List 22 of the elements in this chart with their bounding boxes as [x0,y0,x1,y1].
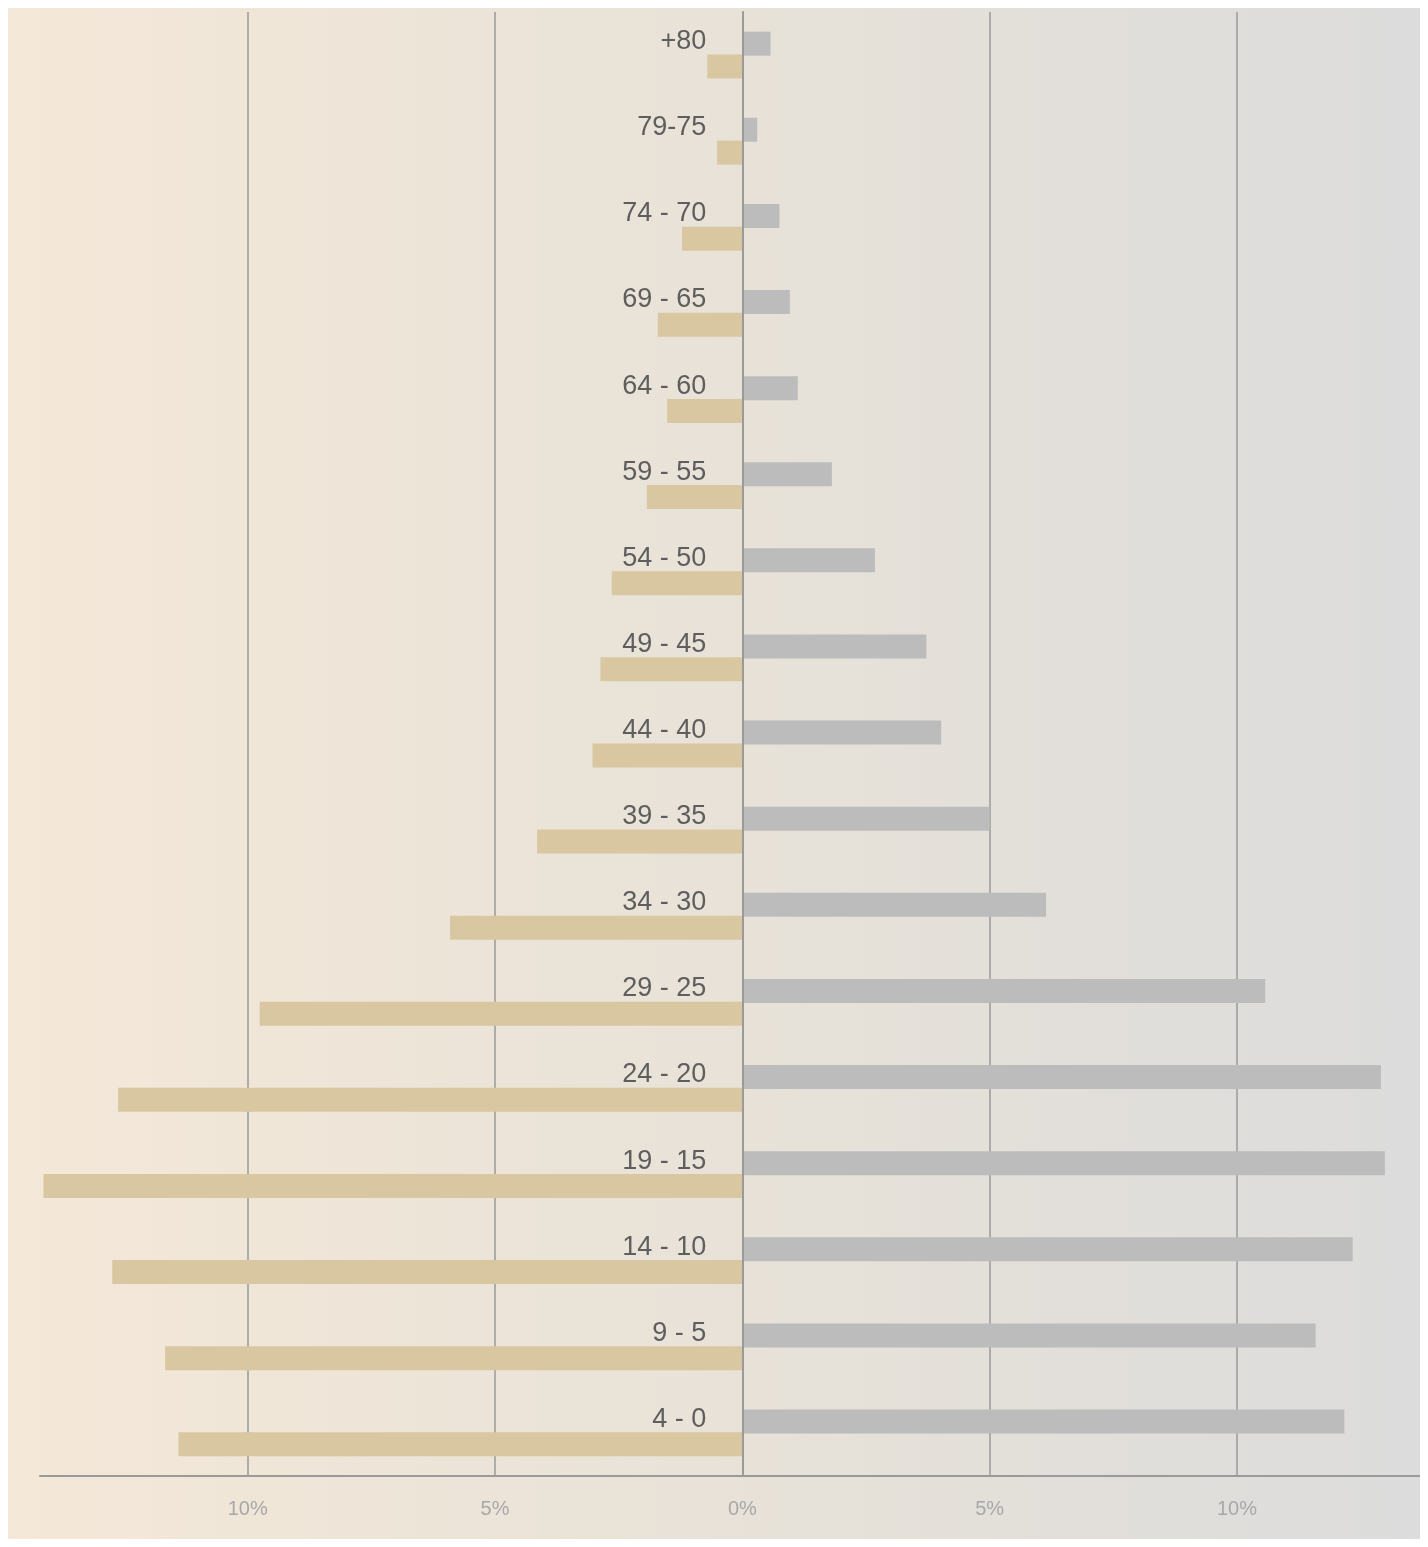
y-tick-label: 4 - 0 [652,1402,707,1433]
y-tick-label: 39 - 35 [622,800,707,831]
y-tick-label: 54 - 50 [622,541,707,572]
y-tick-label: 64 - 60 [622,369,707,400]
y-tick-label: 44 - 40 [622,714,707,744]
x-tick-label: 5% [480,1497,510,1519]
y-tick-label: 34 - 30 [622,886,707,917]
x-tick-label: 10% [1216,1497,1258,1519]
y-tick-label: 14 - 10 [622,1230,707,1261]
x-tick-label: 5% [975,1497,1005,1519]
y-tick-label: 69 - 65 [622,283,707,314]
y-tick-label: 29 - 25 [622,972,707,1003]
y-tick-label: +80 [660,25,707,56]
x-tick-label: 10% [227,1497,268,1519]
y-tick-label: 79-75 [637,111,707,142]
y-tick-label: 49 - 45 [622,627,707,658]
y-tick-label: 59 - 55 [622,455,707,486]
y-tick-label: 74 - 70 [622,197,707,228]
x-tick-label: 0% [727,1497,758,1519]
y-tick-label: 9 - 5 [652,1316,707,1347]
y-tick-label: 19 - 15 [622,1144,707,1175]
y-tick-label: 24 - 20 [622,1058,707,1089]
